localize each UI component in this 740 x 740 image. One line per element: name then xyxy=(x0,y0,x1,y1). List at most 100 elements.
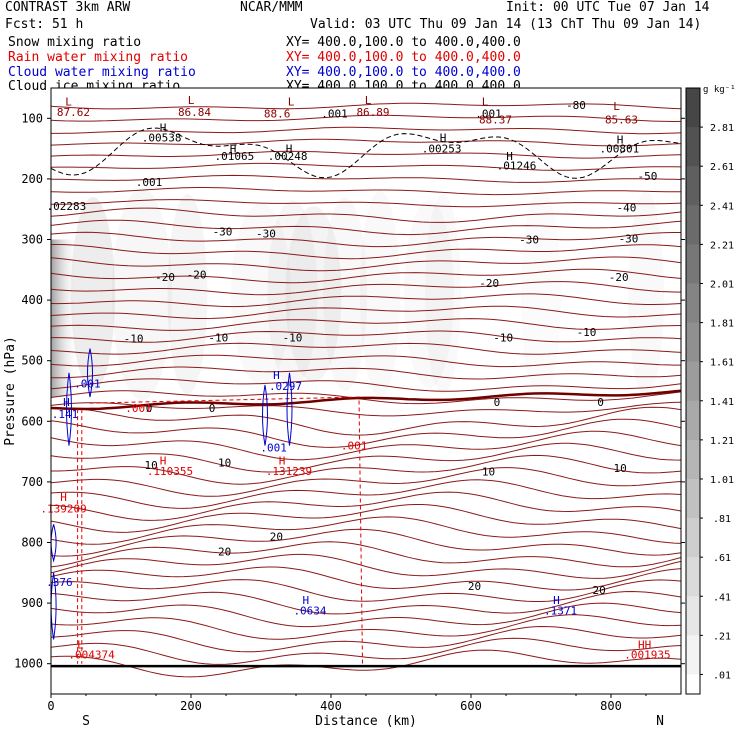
isotherm-line xyxy=(51,637,681,665)
init-time: Init: 00 UTC Tue 07 Jan 14 xyxy=(506,0,710,15)
isotherm-line xyxy=(51,541,681,568)
temperature-label: 20 xyxy=(592,584,605,597)
extremum-label: .001 xyxy=(125,402,152,415)
isotherm-line xyxy=(51,467,681,497)
extremum-label: H xyxy=(506,150,513,163)
extremum-label: .001 xyxy=(136,176,163,189)
extremum-label: H xyxy=(440,132,447,145)
colorbar-swatch xyxy=(686,635,700,675)
extremum-label: .139209 xyxy=(40,503,86,516)
center-title: NCAR/MMM xyxy=(240,0,303,15)
isotherm-line xyxy=(51,528,681,557)
colorbar-swatch xyxy=(686,127,700,167)
isotherm-line xyxy=(51,625,681,653)
colorbar-frame xyxy=(685,87,701,695)
isotherm-line xyxy=(51,479,681,509)
extremum-label: H xyxy=(617,134,624,147)
temperature-label: 10 xyxy=(144,459,157,472)
extremum-label: .376 xyxy=(46,576,73,589)
cloud-water-contour xyxy=(262,384,268,446)
snow-shade-column xyxy=(285,206,342,382)
extremum-label: .001935 xyxy=(624,649,670,662)
extremum-label: 88.6 xyxy=(264,107,291,120)
colorbar-label: 1.21 xyxy=(710,436,734,447)
extremum-label: .131239 xyxy=(266,465,312,478)
y-tick-label: 1000 xyxy=(14,657,43,671)
temperature-label: -20 xyxy=(479,277,499,290)
isotherm-line xyxy=(51,430,681,461)
legend-snow-label: Snow mixing ratio xyxy=(8,35,142,50)
legend-snow-xy: XY= 400.0,100.0 to 400.0,400.0 xyxy=(286,35,521,50)
snow-shade-column xyxy=(425,194,461,395)
temperature-label: -30 xyxy=(256,227,276,240)
y-tick-label: 600 xyxy=(21,414,43,428)
extremum-label: .001 xyxy=(341,440,368,453)
temperature-label: 0 xyxy=(209,402,216,415)
isotherm-line xyxy=(51,504,681,533)
cloud-water-contour xyxy=(66,372,72,446)
colorbar-label: 1.81 xyxy=(710,319,734,330)
isotherm-line xyxy=(51,342,681,355)
rain-contour xyxy=(89,396,363,664)
cloud-water-contour xyxy=(87,348,93,398)
y-tick-label: 500 xyxy=(21,354,43,368)
colorbar-label: .41 xyxy=(713,592,731,603)
colorbar-swatch xyxy=(686,557,700,597)
extremum-label: H xyxy=(286,143,293,156)
temperature-label: 10 xyxy=(218,457,231,470)
cloud-water-contour xyxy=(286,372,293,446)
colorbar-swatch xyxy=(686,400,700,441)
snow-shade-column xyxy=(360,191,400,398)
y-axis-label: Pressure (hPa) xyxy=(3,336,18,446)
legend-cloudwater-label: Cloud water mixing ratio xyxy=(8,65,196,80)
isotherm-line xyxy=(51,281,681,296)
isotherm-line xyxy=(51,330,681,343)
isotherm-line xyxy=(51,138,681,147)
colorbar-label: 2.81 xyxy=(710,123,734,134)
extremum-label: .001 xyxy=(321,107,348,120)
isotherm-line xyxy=(51,491,681,521)
colorbar-swatch xyxy=(686,322,700,363)
legend-rain-xy: XY= 400.0,100.0 to 400.0,400.0 xyxy=(286,50,521,65)
isotherm-line xyxy=(51,378,681,392)
extremum-label: H xyxy=(63,396,70,409)
colorbar-label: .61 xyxy=(713,553,731,564)
colorbar-label: 2.41 xyxy=(710,201,734,212)
temperature-label: 10 xyxy=(482,466,495,479)
y-tick-label: 400 xyxy=(21,293,43,307)
legend-rain-label: Rain water mixing ratio xyxy=(8,50,189,65)
extremum-label: H xyxy=(302,594,309,607)
temperature-label: -40 xyxy=(616,201,636,214)
colorbar-label: .01 xyxy=(713,670,731,681)
extremum-label: .001 xyxy=(475,107,502,120)
extremum-label: .1371 xyxy=(544,604,577,617)
colorbar-swatch xyxy=(686,166,700,206)
extremum-label: .0634 xyxy=(293,604,326,617)
temperature-label: -20 xyxy=(155,271,175,284)
colorbar-swatch xyxy=(686,244,700,284)
x-start-label: S xyxy=(82,714,90,729)
extremum-label: .02283 xyxy=(47,200,87,213)
extremum-label: H xyxy=(160,455,167,468)
isotherm-line xyxy=(51,454,681,485)
temperature-label: -30 xyxy=(213,226,233,239)
temperature-label: 20 xyxy=(468,580,481,593)
temperature-label: -20 xyxy=(609,271,629,284)
extremum-label: .00248 xyxy=(268,150,308,163)
colorbar-swatch xyxy=(686,283,700,324)
isotherm-line xyxy=(51,579,681,602)
isotherm-line xyxy=(51,293,681,308)
rain-shaft xyxy=(77,409,83,664)
extremum-label: .001 xyxy=(260,441,287,454)
y-tick-label: 200 xyxy=(21,172,43,186)
extremum-label: .001 xyxy=(74,378,101,391)
colorbar-label: 1.61 xyxy=(710,358,734,369)
colorbar-swatch xyxy=(686,361,700,402)
x-end-label: N xyxy=(656,714,664,729)
isotherm-line xyxy=(51,305,681,319)
cloud-water-contour xyxy=(51,524,57,563)
extremum-label: .0297 xyxy=(269,380,302,393)
isotherm-line xyxy=(51,187,681,196)
extremum-label: L xyxy=(288,95,295,108)
